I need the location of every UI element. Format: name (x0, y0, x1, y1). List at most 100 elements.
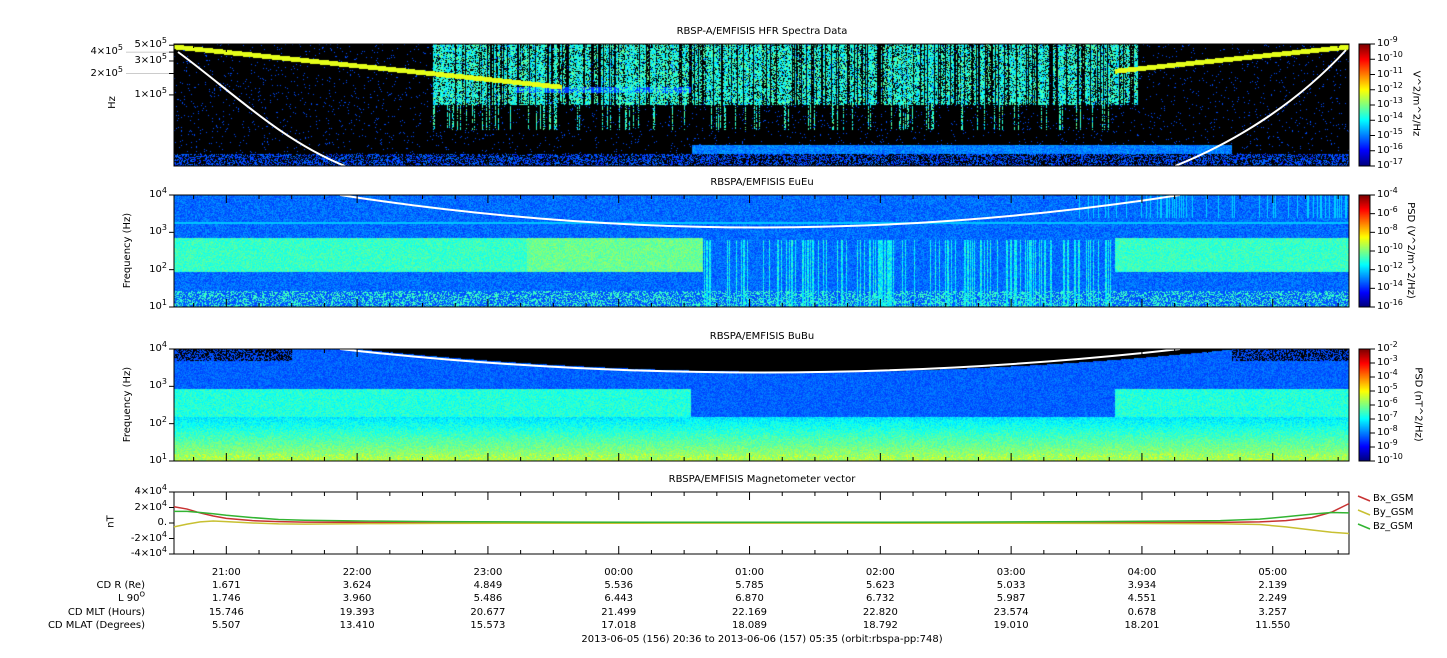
y-tick-label: 4×105 (90, 43, 123, 58)
colorbar-tick-label: 10-6 (1377, 204, 1398, 219)
ephemeris-value: 5.785 (735, 580, 764, 591)
ephemeris-value: 5.486 (473, 593, 503, 605)
ephemeris-value: 3.934 (1127, 580, 1157, 591)
y-tick-label: 104 (149, 340, 167, 354)
ephemeris-value: 0.678 (1127, 606, 1157, 618)
time-tick-label: 02:00 (865, 567, 895, 578)
series-line-bz_gsm (174, 510, 1350, 524)
bubu-spectrogram (174, 349, 1349, 461)
y-tick-label: 0. (157, 517, 167, 528)
colorbar-tick-label: 10-16 (1377, 298, 1403, 312)
ephemeris-value: 18.201 (1124, 619, 1160, 631)
ephemeris-value: 3.960 (342, 593, 372, 605)
eueu-y-label: Frequency (Hz) (122, 212, 134, 289)
panel-frame (173, 43, 1350, 167)
ephemeris-row-label: CD MLAT (Degrees) (47, 619, 145, 631)
ephemeris-value: 20.677 (470, 606, 506, 618)
panel-title-bubu: RBSPA/EMFISIS BuBu (709, 331, 815, 342)
ephemeris-value: 21.499 (601, 606, 637, 618)
ephemeris-value: 22.169 (732, 606, 768, 618)
ephemeris-value: 22.820 (862, 606, 898, 618)
bubu-white-curve (339, 348, 1181, 374)
time-tick-label: 22:00 (342, 567, 372, 578)
y-tick-label: 103 (149, 223, 167, 238)
ephemeris-row-label: CD R (Re) (96, 580, 145, 591)
ephemeris-value: 6.443 (604, 593, 634, 605)
ephemeris-value: 19.393 (339, 606, 375, 618)
colorbar-tick-label: 10-16 (1377, 141, 1403, 156)
colorbar-tick-label: 10-6 (1377, 396, 1398, 410)
y-tick-label: 101 (149, 298, 167, 312)
ephemeris-value: 6.870 (735, 593, 764, 605)
ephemeris-value: 4.849 (473, 580, 503, 591)
hfr-white-curve-right (1174, 49, 1347, 167)
time-tick-label: 04:00 (1127, 567, 1157, 578)
colorbar-tick-label: 10-2 (1377, 340, 1398, 354)
ephemeris-value: 5.536 (604, 580, 634, 591)
ephemeris-row-label: CD MLT (Hours) (67, 606, 145, 618)
ephemeris-value: 3.257 (1258, 606, 1288, 618)
colorbar-tick-label: 10-9 (1377, 438, 1398, 452)
legend-swatch-bx_gsm (1357, 495, 1371, 502)
panel-title-hfr: RBSP-A/EMFISIS HFR Spectra Data (676, 26, 848, 37)
panel-title-eueu: RBSPA/EMFISIS EuEu (710, 177, 814, 188)
colorbar-frame (1358, 43, 1371, 167)
ephemeris-value: 11.550 (1255, 619, 1291, 631)
colorbar-tick-label: 10-4 (1377, 368, 1398, 382)
panel-title-magnetometer: RBSPA/EMFISIS Magnetometer vector (668, 474, 856, 485)
y-tick-label: 102 (149, 260, 167, 275)
colorbar-frame (1358, 348, 1371, 462)
time-tick-label: 01:00 (735, 567, 764, 578)
eueu-white-curve (339, 194, 1181, 229)
hfr-y-label: Hz (106, 96, 118, 109)
hfr-colorbar (1359, 44, 1370, 166)
colorbar-tick-label: 10-14 (1377, 279, 1403, 294)
panel-frame (173, 348, 1350, 462)
ephemeris-value: 15.573 (470, 619, 506, 631)
time-tick-label: 03:00 (996, 567, 1026, 578)
hfr-white-curve-left (177, 51, 346, 167)
y-tick-label: -4×104 (130, 545, 167, 559)
colorbar-tick-label: 10-12 (1377, 80, 1403, 95)
colorbar-tick-label: 10-14 (1377, 111, 1403, 126)
ephemeris-value: 5.623 (866, 580, 895, 591)
y-tick-label: -2×104 (130, 529, 167, 544)
colorbar-tick-label: 10-11 (1377, 65, 1403, 80)
ephemeris-value: 3.624 (342, 580, 372, 591)
colorbar-tick-label: 10-10 (1377, 452, 1403, 466)
panel-frame (173, 194, 1350, 308)
ephemeris-value: 13.410 (339, 619, 375, 631)
y-tick-label: 2×104 (134, 498, 167, 513)
colorbar-tick-label: 10-13 (1377, 96, 1403, 110)
ephemeris-value: 5.987 (996, 593, 1026, 605)
ephemeris-value: 1.746 (211, 593, 241, 605)
ephemeris-value: 23.574 (993, 606, 1029, 618)
ephemeris-value: 1.671 (211, 580, 241, 591)
colorbar-tick-label: 10-4 (1377, 186, 1398, 200)
hfr-colorbar-label: V^2/m^2/Hz (1410, 70, 1422, 137)
colorbar-tick-label: 10-9 (1377, 35, 1398, 49)
colorbar-tick-label: 10-10 (1377, 242, 1403, 256)
ephemeris-value: 6.732 (866, 593, 895, 605)
colorbar-tick-label: 10-10 (1377, 50, 1403, 65)
colorbar-tick-label: 10-8 (1377, 424, 1398, 438)
y-tick-label: 101 (149, 452, 167, 466)
ephemeris-value: 5.033 (996, 580, 1026, 591)
legend-swatch-by_gsm (1357, 509, 1371, 516)
y-tick-label: 4×104 (134, 483, 167, 497)
ephemeris-row-label: L 90O (118, 590, 145, 605)
colorbar-tick-label: 10-15 (1377, 126, 1403, 141)
ephemeris-value: 2.139 (1258, 580, 1288, 591)
colorbar-tick-label: 10-17 (1377, 157, 1403, 171)
ephemeris-value: 2.249 (1258, 593, 1288, 605)
mag-y-label: nT (105, 515, 117, 528)
y-tick-label: 3×105 (134, 51, 167, 66)
colorbar-tick-label: 10-7 (1377, 410, 1398, 424)
y-tick-label: 1×105 (134, 85, 167, 100)
y-tick-label: 102 (149, 414, 167, 429)
y-tick-label: 104 (149, 186, 167, 200)
time-tick-label: 00:00 (604, 567, 634, 578)
ephemeris-value: 5.507 (211, 619, 241, 631)
